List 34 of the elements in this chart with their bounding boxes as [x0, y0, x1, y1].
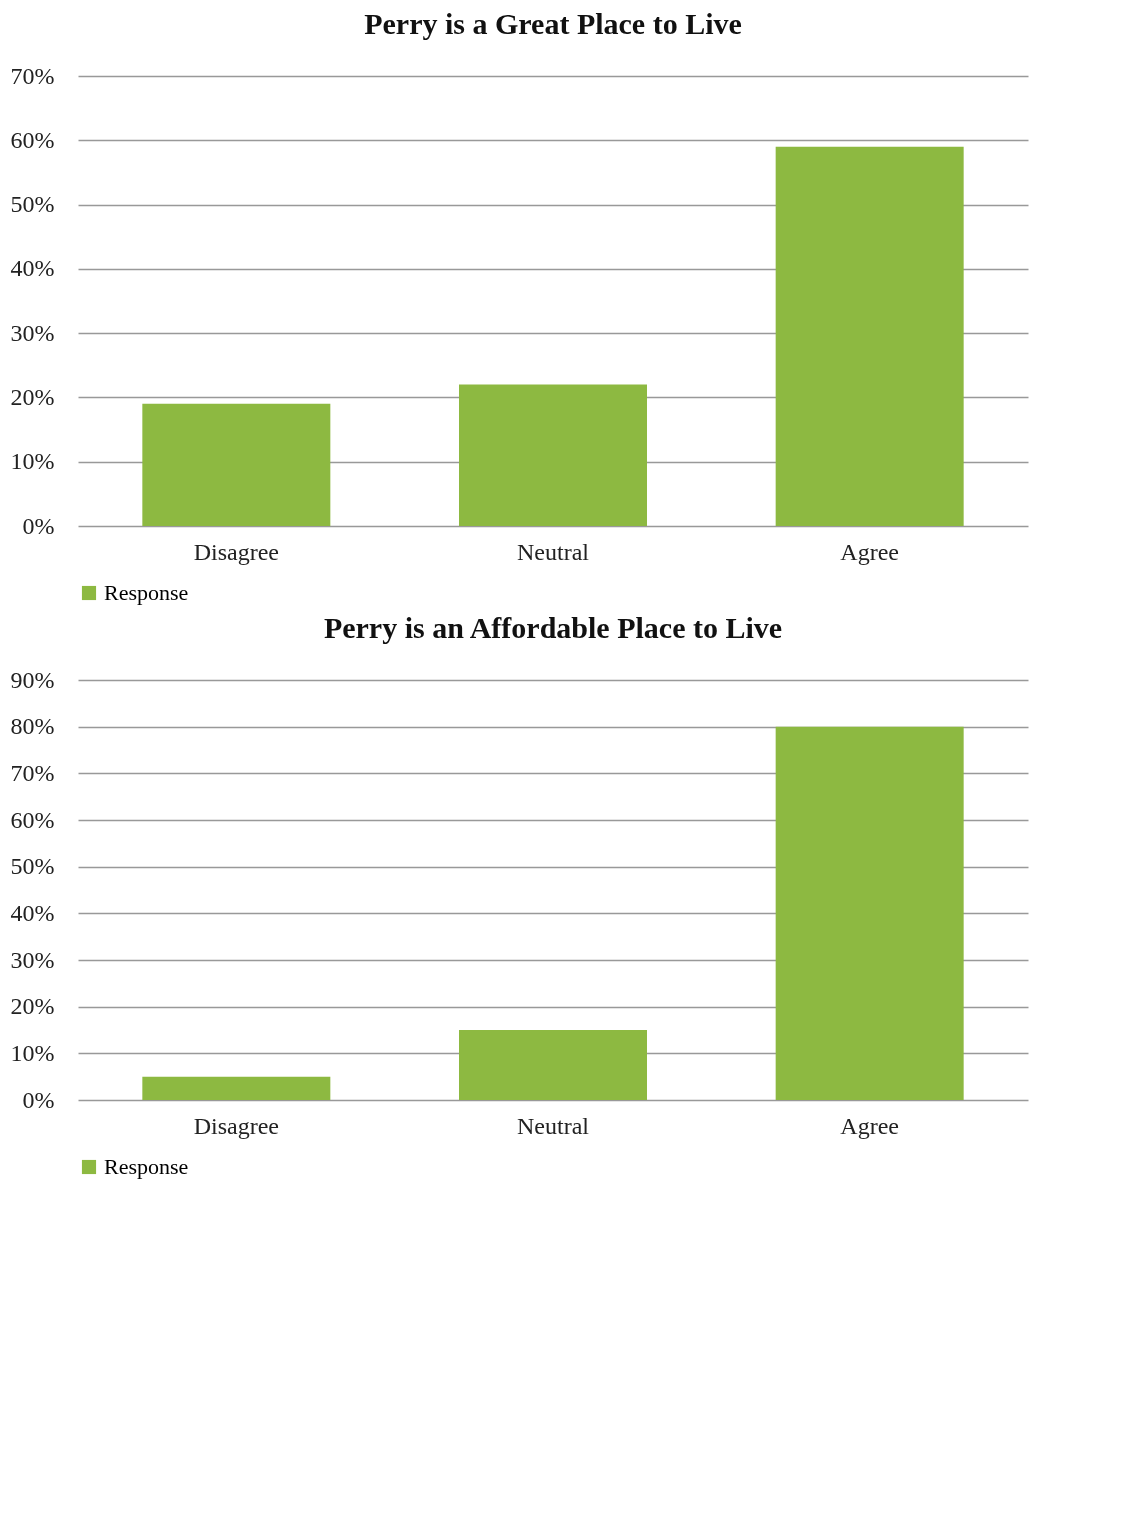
bar	[459, 384, 647, 526]
bar	[775, 146, 964, 526]
y-tick-label: 60%	[10, 806, 55, 833]
bar	[142, 1076, 331, 1100]
y-tick-label: 70%	[10, 759, 55, 786]
y-tick-label: 0%	[22, 512, 55, 539]
legend-label: Response	[104, 580, 189, 605]
bar	[142, 403, 331, 526]
bar	[775, 726, 964, 1100]
y-tick-label: 10%	[10, 448, 55, 475]
x-tick-label: Neutral	[517, 1112, 590, 1139]
legend-label: Response	[104, 1154, 189, 1179]
y-tick-label: 40%	[10, 255, 55, 282]
y-tick-label: 30%	[10, 946, 55, 973]
x-tick-label: Neutral	[517, 538, 590, 565]
y-tick-label: 80%	[10, 713, 55, 740]
x-tick-label: Disagree	[193, 538, 279, 565]
y-tick-label: 40%	[10, 899, 55, 926]
chart-title: Perry is an Affordable Place to Live	[323, 611, 783, 644]
y-tick-label: 70%	[10, 62, 55, 89]
x-tick-label: Agree	[840, 538, 899, 565]
x-tick-label: Agree	[840, 1112, 899, 1139]
y-tick-label: 30%	[10, 319, 55, 346]
y-tick-label: 0%	[22, 1086, 55, 1113]
bar	[459, 1030, 647, 1100]
y-tick-label: 20%	[10, 993, 55, 1020]
y-tick-label: 60%	[10, 126, 55, 153]
y-tick-label: 50%	[10, 191, 55, 218]
y-tick-label: 10%	[10, 1039, 55, 1066]
x-tick-label: Disagree	[193, 1112, 279, 1139]
chart-title: Perry is a Great Place to Live	[364, 7, 742, 40]
y-tick-label: 90%	[10, 666, 55, 693]
y-tick-label: 50%	[10, 853, 55, 880]
y-tick-label: 20%	[10, 383, 55, 410]
